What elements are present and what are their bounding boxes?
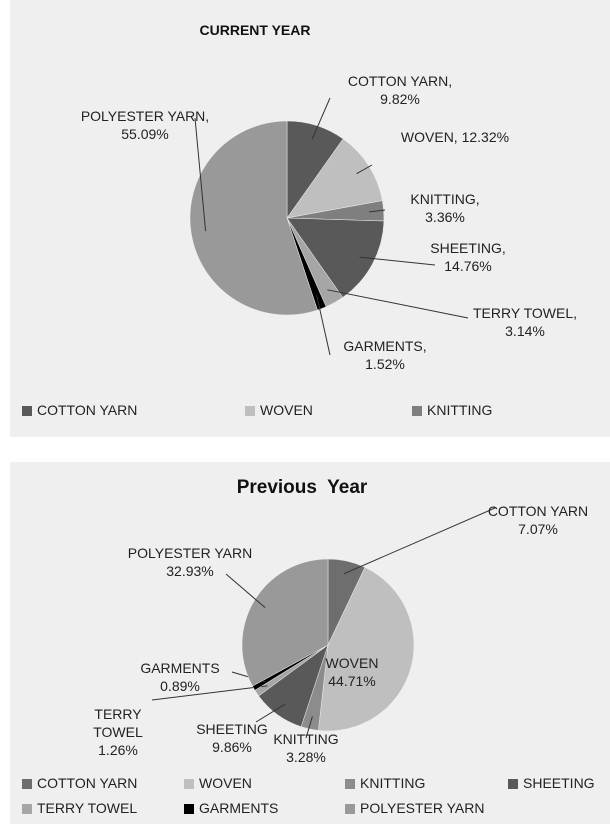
legend-swatch [508, 779, 518, 789]
data-label: SHEETING 9.86% [196, 721, 272, 755]
legend-entry: WOVEN [184, 775, 252, 791]
legend-entry: WOVEN [245, 402, 313, 418]
leader-line [194, 117, 207, 232]
pie-slice [189, 120, 318, 316]
leader-line [255, 703, 286, 723]
legend-swatch [22, 804, 32, 814]
leader-line [359, 256, 436, 266]
legend-label: GARMENTS [199, 800, 279, 816]
pie-slice [241, 558, 329, 687]
data-label: POLYESTER YARN, 55.09% [80, 108, 210, 142]
data-label: POLYESTER YARN 32.93% [127, 545, 257, 579]
data-label: GARMENTS 0.89% [140, 660, 224, 694]
data-label: COTTON YARN 7.07% [487, 503, 593, 537]
legend-label: TERRY TOWEL [37, 800, 138, 816]
legend-entry: COTTON YARN [22, 402, 137, 418]
leader-line [327, 289, 469, 319]
legend-swatch [345, 779, 355, 789]
legend-label: KNITTING [360, 775, 426, 791]
legend-entry: POLYESTER YARN [345, 800, 484, 816]
chart-title: CURRENT YEAR [199, 22, 311, 38]
legend-label: WOVEN [260, 402, 313, 418]
legend-label: COTTON YARN [37, 775, 138, 791]
data-label: GARMENTS, 1.52% [343, 338, 431, 372]
legend-label: POLYESTER YARN [360, 800, 485, 816]
legend-entry: TERRY TOWEL [22, 800, 137, 816]
legend-entry: KNITTING [345, 775, 425, 791]
legend-label: KNITTING [427, 402, 493, 418]
leader-line [369, 209, 386, 213]
data-label: KNITTING, 3.36% [410, 191, 484, 225]
leader-line [316, 294, 331, 356]
leader-line [311, 97, 331, 140]
legend-entry: GARMENTS [184, 800, 278, 816]
legend-label: WOVEN [199, 775, 252, 791]
data-label: WOVEN, 12.32% [400, 129, 510, 145]
chart-title: Previous Year [236, 477, 368, 498]
legend-swatch [345, 804, 355, 814]
data-label: WOVEN 44.71% [325, 655, 383, 689]
legend-swatch [245, 406, 255, 416]
data-label: TERRY TOWEL, 3.14% [473, 305, 581, 339]
legend-swatch [184, 779, 194, 789]
data-label: COTTON YARN, 9.82% [347, 73, 456, 107]
leader-line [356, 164, 373, 175]
leader-line [225, 573, 266, 609]
legend-entry: KNITTING [412, 402, 492, 418]
legend-swatch [184, 804, 194, 814]
pie-slice [318, 567, 415, 732]
legend-entry: SHEETING [508, 775, 595, 791]
legend-entry: COTTON YARN [22, 775, 137, 791]
legend-swatch [22, 406, 32, 416]
leader-line [343, 507, 496, 575]
data-label: SHEETING, 14.76% [430, 240, 510, 274]
data-label: KNITTING 3.28% [273, 731, 343, 765]
leader-line [151, 685, 268, 701]
data-label: TERRY TOWEL 1.26% [93, 706, 147, 758]
legend-label: COTTON YARN [37, 402, 138, 418]
legend-swatch [22, 779, 32, 789]
pie-slice [286, 217, 385, 298]
leader-line [305, 716, 313, 739]
pie-slice [286, 138, 383, 219]
legend-swatch [412, 406, 422, 416]
legend-label: SHEETING [523, 775, 595, 791]
